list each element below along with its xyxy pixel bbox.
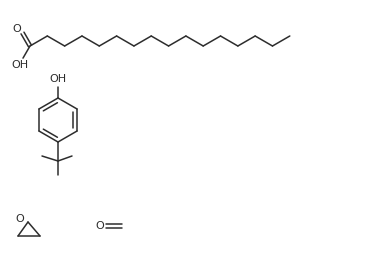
Text: OH: OH	[50, 74, 66, 84]
Text: O: O	[16, 214, 24, 224]
Text: O: O	[96, 221, 104, 231]
Text: OH: OH	[11, 60, 29, 70]
Text: O: O	[12, 24, 21, 34]
